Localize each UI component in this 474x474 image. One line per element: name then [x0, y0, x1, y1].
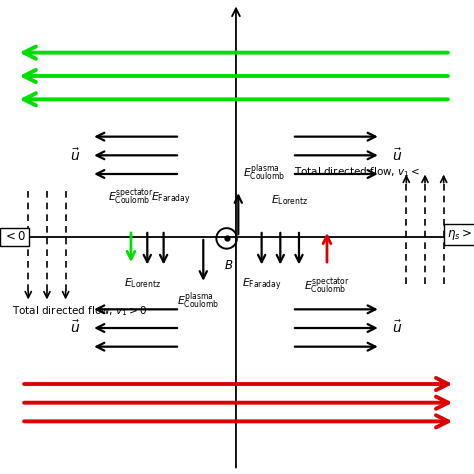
Text: $E_{\rm Lorentz}$: $E_{\rm Lorentz}$	[124, 277, 161, 291]
Text: $E_{\rm Coulomb}^{\rm plasma}$: $E_{\rm Coulomb}^{\rm plasma}$	[177, 291, 220, 311]
Text: $E_{\rm Lorentz}$: $E_{\rm Lorentz}$	[271, 193, 308, 207]
Text: $E_{\rm Faraday}$: $E_{\rm Faraday}$	[151, 190, 191, 207]
Text: B: B	[225, 259, 233, 273]
Text: Total directed flow, $v_1 <$: Total directed flow, $v_1 <$	[294, 165, 420, 179]
Text: $\vec{u}$: $\vec{u}$	[70, 319, 80, 337]
Text: $\vec{u}$: $\vec{u}$	[392, 319, 402, 337]
Text: $\eta_s>$: $\eta_s>$	[447, 227, 472, 242]
Text: Total directed flow, $v_1 > 0$: Total directed flow, $v_1 > 0$	[12, 305, 147, 319]
Text: $E_{\rm Coulomb}^{\rm plasma}$: $E_{\rm Coulomb}^{\rm plasma}$	[243, 163, 285, 183]
Text: $\vec{u}$: $\vec{u}$	[70, 147, 80, 164]
Text: $E_{\rm Coulomb}^{\rm spectator}$: $E_{\rm Coulomb}^{\rm spectator}$	[304, 277, 350, 296]
Text: $< 0$: $< 0$	[3, 230, 26, 244]
Text: $E_{\rm Coulomb}^{\rm spectator}$: $E_{\rm Coulomb}^{\rm spectator}$	[108, 187, 154, 207]
Text: $E_{\rm Faraday}$: $E_{\rm Faraday}$	[242, 277, 282, 293]
Text: $\vec{u}$: $\vec{u}$	[392, 147, 402, 164]
